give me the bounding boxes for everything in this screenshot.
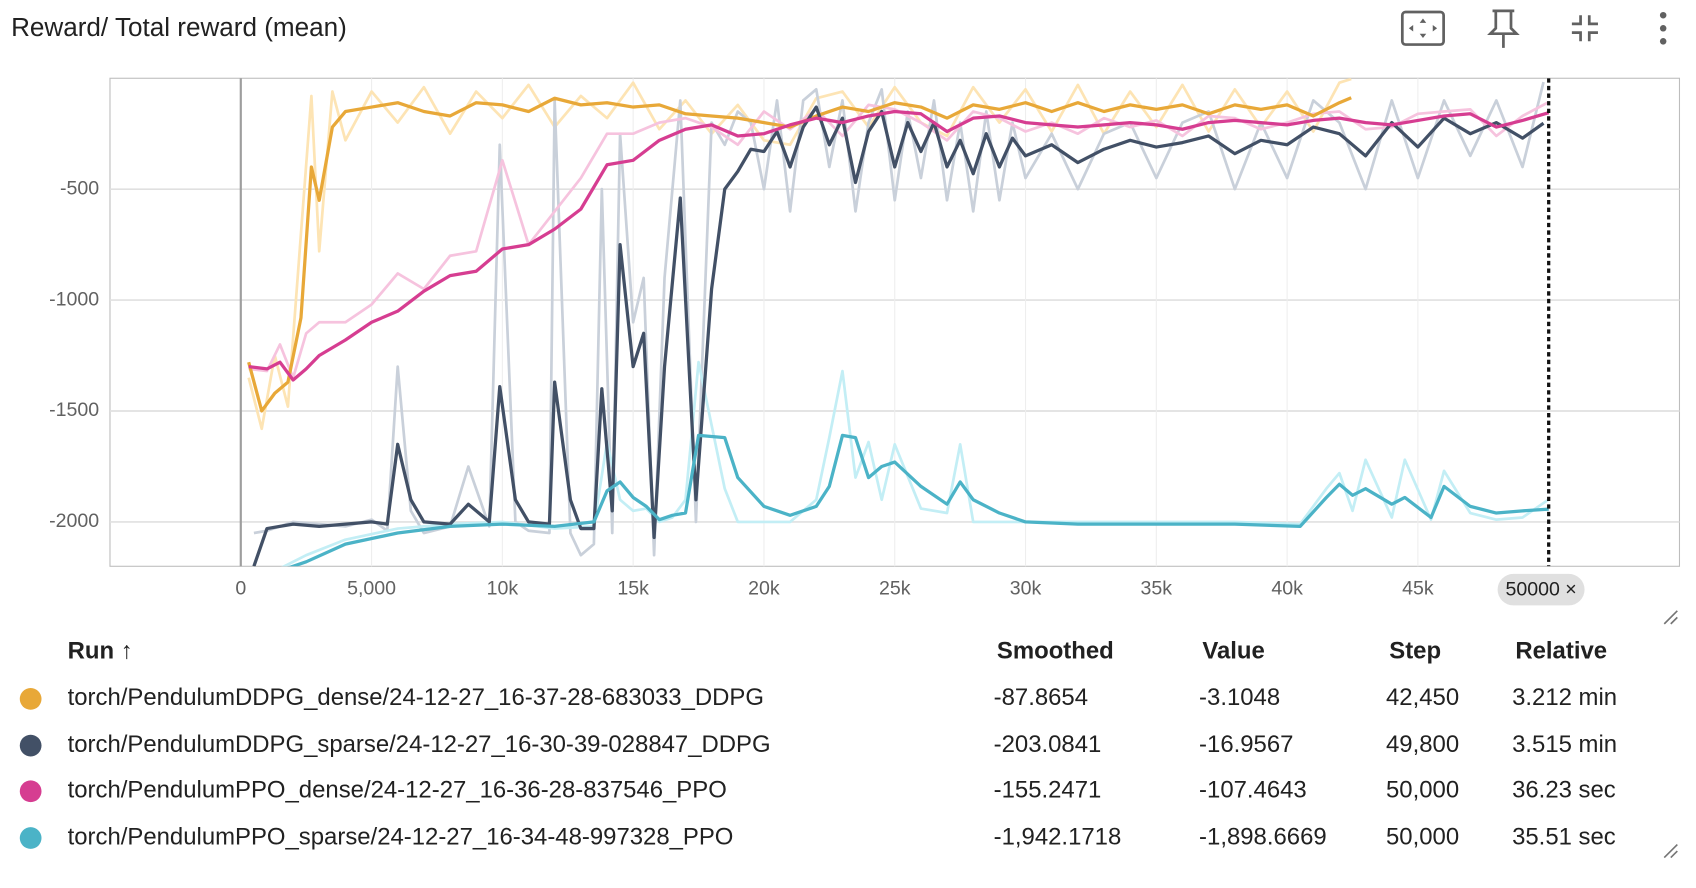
run-cell: -1,942.1718 [994, 823, 1122, 850]
raw-line [248, 100, 1550, 380]
x-tick-label: 45k [1402, 577, 1434, 599]
step-chip [1497, 573, 1585, 606]
run-cell: 50,000 [1386, 777, 1459, 804]
run-cell: 3.212 min [1512, 684, 1617, 711]
toolbar [1400, 9, 1667, 48]
x-tick-label: 10k [487, 577, 519, 599]
column-header[interactable]: Run ↑ [68, 637, 133, 664]
run-cell: -87.8654 [994, 684, 1088, 711]
column-header: Value [1202, 637, 1264, 664]
run-color-dot [19, 734, 42, 757]
x-tick-label: 5,000 [347, 577, 396, 599]
chart-title: Reward/ Total reward (mean) [11, 12, 347, 42]
run-cell: 49,800 [1386, 731, 1459, 758]
x-tick-label: 0 [235, 577, 246, 599]
resize-handle[interactable] [1663, 843, 1678, 859]
run-cell: -1,898.6669 [1199, 823, 1327, 850]
run-name: torch/PendulumDDPG_sparse/24-12-27_16-30… [68, 731, 771, 758]
column-header: Step [1389, 637, 1441, 664]
x-tick-label: 20k [748, 577, 780, 599]
run-name: torch/PendulumDDPG_dense/24-12-27_16-37-… [68, 684, 764, 711]
x-tick-label: 25k [879, 577, 911, 599]
smoothed-line [247, 96, 1352, 413]
smoothed-line [248, 109, 1550, 382]
run-cell: 42,450 [1386, 684, 1459, 711]
x-tick-label: 40k [1271, 577, 1303, 599]
y-tick-label: -1500 [49, 399, 99, 421]
run-cell: 50,000 [1386, 823, 1459, 850]
step-chip-label[interactable]: 50000 × [1505, 578, 1576, 600]
raw-line [281, 360, 1550, 567]
run-cell: -3.1048 [1199, 684, 1280, 711]
raw-line [253, 81, 1545, 557]
run-cell: 36.23 sec [1512, 777, 1616, 804]
fit-domain-button[interactable] [1400, 10, 1445, 46]
x-tick-label: 15k [617, 577, 649, 599]
run-cell: -16.9567 [1199, 731, 1293, 758]
pin-button[interactable] [1487, 9, 1520, 48]
smoothed-line [288, 433, 1549, 567]
x-tick-label: 35k [1141, 577, 1173, 599]
run-color-dot [19, 827, 42, 849]
column-header: Relative [1515, 637, 1607, 664]
more-menu-button[interactable] [1659, 11, 1667, 45]
y-tick-label: -500 [60, 177, 99, 199]
collapse-button[interactable] [1571, 15, 1598, 42]
run-name: torch/PendulumPPO_dense/24-12-27_16-36-2… [68, 777, 727, 804]
run-cell: 35.51 sec [1512, 823, 1616, 850]
run-cell: -107.4643 [1199, 777, 1307, 804]
x-tick-label: 30k [1010, 577, 1042, 599]
run-cell: -155.2471 [994, 777, 1102, 804]
run-name: torch/PendulumPPO_sparse/24-12-27_16-34-… [68, 823, 734, 850]
smoothed-line [252, 105, 1545, 567]
y-tick-label: -2000 [49, 510, 99, 532]
resize-handle[interactable] [1663, 610, 1678, 625]
run-color-dot [19, 688, 42, 710]
run-color-dot [19, 780, 42, 803]
y-tick-label: -1000 [49, 288, 99, 310]
run-cell: 3.515 min [1512, 731, 1617, 758]
column-header: Smoothed [997, 637, 1114, 664]
run-cell: -203.0841 [994, 731, 1102, 758]
